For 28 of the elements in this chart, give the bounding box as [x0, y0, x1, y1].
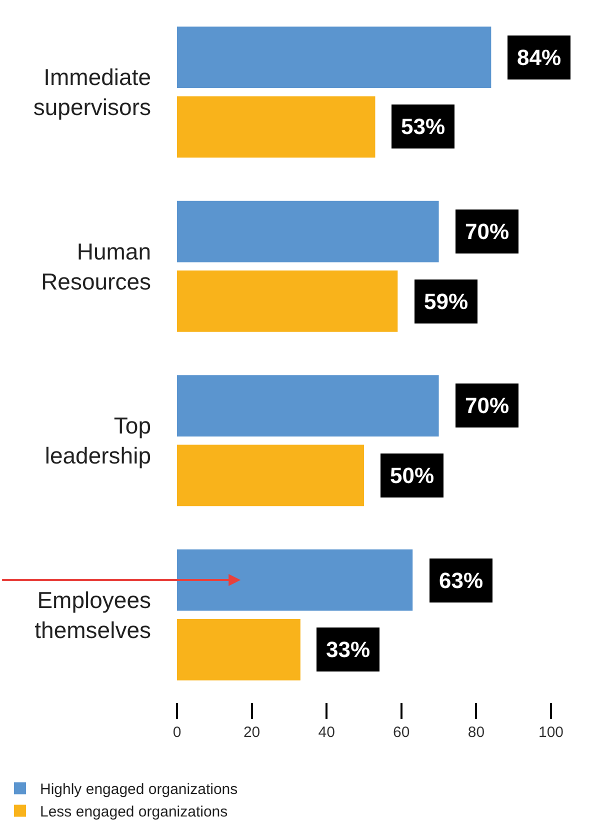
bar — [177, 444, 364, 506]
y-tick-label: Human Resources — [41, 238, 151, 294]
y-tick-label: Employees themselves — [34, 586, 151, 643]
data-label: 33% — [326, 637, 370, 662]
data-label: 50% — [390, 463, 434, 488]
data-label: 63% — [439, 568, 484, 593]
x-tick-label: 20 — [243, 724, 260, 741]
x-tick-label: 40 — [318, 724, 335, 741]
bar — [177, 549, 413, 611]
data-label: 70% — [465, 219, 510, 244]
bar — [177, 26, 492, 88]
data-label: 53% — [401, 114, 446, 139]
bar — [177, 375, 439, 436]
data-label: 59% — [424, 289, 468, 314]
x-tick-label: 80 — [468, 724, 485, 741]
y-tick-label: Immediate supervisors — [33, 64, 151, 120]
data-label: 84% — [517, 45, 562, 70]
legend-label: Less engaged organizations — [40, 804, 228, 821]
legend-label: Highly engaged organizations — [40, 781, 238, 798]
bar — [177, 96, 376, 158]
x-tick-label: 60 — [393, 724, 410, 741]
x-tick-label: 0 — [172, 724, 182, 741]
y-tick-label: Top leadership — [44, 412, 151, 469]
bar — [177, 619, 300, 680]
data-label: 70% — [465, 393, 510, 418]
bar — [177, 200, 439, 262]
x-tick-label: 100 — [538, 724, 564, 741]
bar — [177, 270, 398, 332]
